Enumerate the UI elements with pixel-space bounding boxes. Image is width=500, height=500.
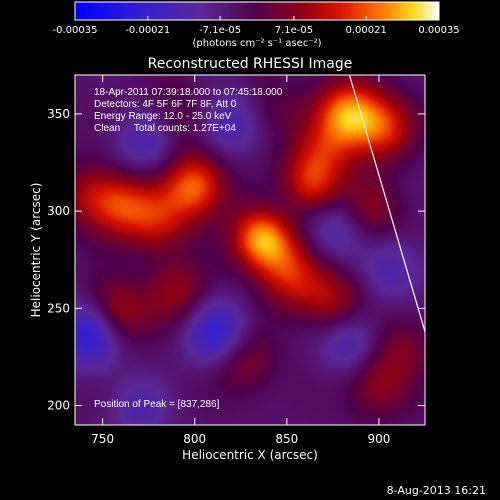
y-tick-label: 250 (47, 301, 70, 315)
peak-position-label: Position of Peak = [837,286] (94, 399, 220, 410)
info-line-time: 18-Apr-2011 07:39:18.000 to 07:45:18.000 (94, 87, 283, 98)
chart-title: Reconstructed RHESSI Image (148, 56, 353, 72)
x-tick-label: 850 (275, 432, 298, 446)
y-axis-label: Heliocentric Y (arcsec) (29, 183, 43, 318)
y-tick-label: 300 (47, 204, 70, 218)
x-axis-label: Heliocentric X (arcsec) (182, 448, 318, 462)
y-tick-label: 200 (47, 399, 70, 413)
colorbar-tick-label: -0.00021 (125, 25, 170, 36)
colorbar-tick-label: 7.1e-05 (275, 25, 313, 36)
colorbar-tick-label: 0.00035 (418, 25, 459, 36)
info-line-detectors: Detectors: 4F 5F 6F 7F 8F, Att 0 (94, 99, 237, 110)
colorbar-ticks: -0.00035 -0.00021 -7.1e-05 7.1e-05 0.00021 0.… (53, 16, 460, 36)
y-tick-label: 350 (47, 107, 70, 121)
info-line-clean: Clean Total counts: 1.27E+04 (94, 123, 236, 134)
info-text: 18-Apr-2011 07:39:18.000 to 07:45:18.000… (94, 87, 283, 410)
colorbar-tick-label: -0.00035 (53, 25, 98, 36)
x-tick-label: 900 (367, 432, 390, 446)
colorbar-gradient (75, 2, 439, 20)
x-axis: 750 800 850 900 (91, 75, 390, 446)
plot-frame (74, 74, 426, 426)
colorbar-unit-label: (photons cm⁻² s⁻¹ asec⁻²) (192, 38, 321, 49)
colorbar-tick-label: -7.1e-05 (199, 25, 241, 36)
x-tick-label: 750 (91, 432, 114, 446)
colorbar-tick-label: 0.00021 (346, 25, 387, 36)
info-line-energy: Energy Range: 12.0 - 25.0 keV (94, 111, 232, 122)
y-axis: 200 250 300 350 (47, 107, 425, 413)
colorbar: -0.00035 -0.00021 -7.1e-05 7.1e-05 0.00021 0.… (53, 1, 460, 49)
x-tick-label: 800 (183, 432, 206, 446)
footer-date: 8-Aug-2013 16:21 (387, 484, 486, 497)
solar-limb-line (348, 74, 426, 332)
